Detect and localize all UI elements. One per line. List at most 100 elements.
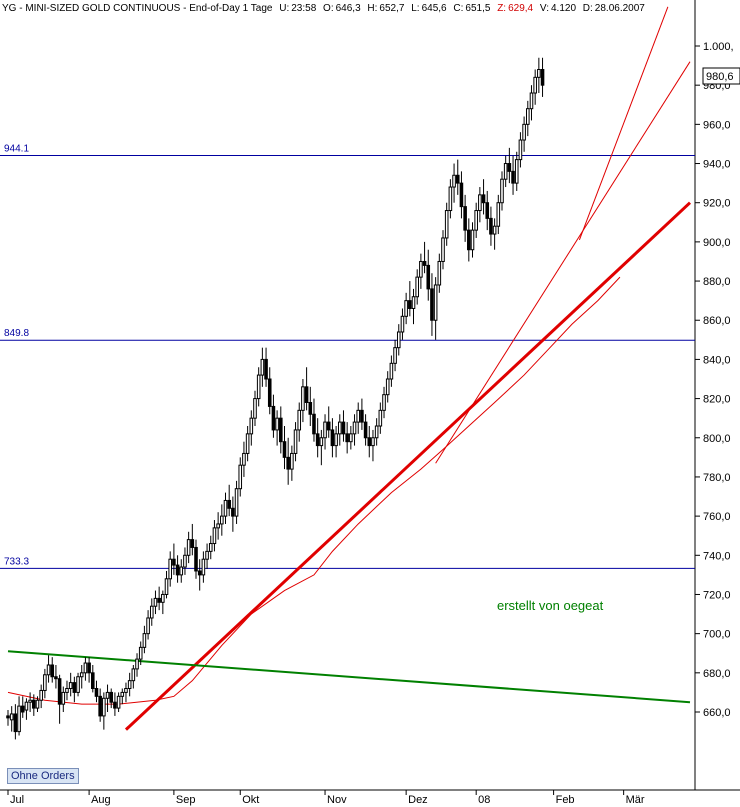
x-tick-label: Dez <box>408 794 428 806</box>
candle-body <box>249 417 254 435</box>
candle-body <box>253 398 257 419</box>
y-tick-label: 1.000, <box>703 41 734 53</box>
candle-body <box>363 421 368 439</box>
candle-body <box>382 394 386 411</box>
candle-body <box>153 597 158 607</box>
candle-body <box>46 664 51 676</box>
y-tick-label: 660,0 <box>703 707 731 719</box>
candle-body <box>65 687 69 693</box>
candle-body <box>393 347 397 364</box>
header-info: YG - MINI-SIZED GOLD CONTINUOUS - End-of… <box>2 3 645 14</box>
header-field-d-label: D: <box>583 3 593 14</box>
x-tick-label: Jul <box>10 794 24 806</box>
horizontal-level-label: 733.3 <box>4 556 29 567</box>
candle-body <box>529 92 534 110</box>
chart-header: YG - MINI-SIZED GOLD CONTINUOUS - End-of… <box>0 0 695 15</box>
horizontal-level-label: 944.1 <box>4 143 29 154</box>
candle-body <box>481 194 486 204</box>
candle-body <box>286 456 290 470</box>
candle-body <box>260 358 265 376</box>
candle-body <box>142 633 147 648</box>
x-tick-label: Sep <box>176 794 196 806</box>
candle-body <box>371 437 375 447</box>
candle-body <box>404 300 408 317</box>
y-tick-label: 700,0 <box>703 629 731 641</box>
ohne-orders-button[interactable]: Ohne Orders <box>7 768 79 784</box>
current-price-label: 980,6 <box>706 71 734 83</box>
candle-body <box>98 695 102 717</box>
candle-body <box>149 605 154 619</box>
y-tick-label: 900,0 <box>703 237 731 249</box>
y-tick-label: 920,0 <box>703 198 731 210</box>
candle-body <box>183 554 187 568</box>
candle-body <box>61 691 66 705</box>
candle-body <box>13 713 18 733</box>
candle-body <box>124 687 128 693</box>
current-price-marker: 980,6 <box>702 67 740 85</box>
candle-body <box>492 225 497 235</box>
candlesticks <box>6 57 545 740</box>
trendline-thin-red-1 <box>435 61 691 464</box>
x-tick-label: Aug <box>91 794 111 806</box>
candle-body <box>216 523 220 529</box>
candle-body <box>175 564 180 576</box>
candle-body <box>419 260 423 278</box>
header-field-u-value: 23:58 <box>291 3 316 14</box>
candle-body <box>345 433 349 443</box>
annotation-text: erstellt von oegeat <box>497 598 604 613</box>
candle-body <box>533 76 537 94</box>
candle-body <box>478 194 482 212</box>
candle-body <box>168 558 172 580</box>
candle-body <box>400 315 405 333</box>
candle-body <box>9 713 14 721</box>
header-field-u-label: U: <box>279 3 289 14</box>
candle-body <box>326 421 331 431</box>
horizontal-level-label: 849.8 <box>4 328 29 339</box>
candle-body <box>408 300 412 309</box>
candle-body <box>208 543 213 552</box>
candle-body <box>489 217 493 235</box>
candle-body <box>172 558 176 566</box>
trendline-green-resistance <box>7 650 691 704</box>
candle-body <box>467 229 471 251</box>
candle-body <box>105 691 110 699</box>
candle-body <box>337 421 342 435</box>
header-name: MINI-SIZED GOLD CONTINUOUS <box>25 3 180 14</box>
candle-body <box>511 170 515 184</box>
x-tick-label: 08 <box>478 794 490 806</box>
candle-body <box>396 331 401 349</box>
header-field-h-label: H: <box>367 3 377 14</box>
candle-body <box>120 691 125 697</box>
candle-body <box>109 691 114 703</box>
candle-body <box>433 284 438 321</box>
candle-body <box>367 437 372 447</box>
candle-body <box>352 421 357 435</box>
header-field-l-label: L: <box>411 3 419 14</box>
header-field-v-label: V: <box>540 3 549 14</box>
header-field-c-value: 651,5 <box>465 3 490 14</box>
candle-body <box>437 260 442 286</box>
candle-body <box>164 578 169 595</box>
candle-body <box>485 202 490 219</box>
moving-average <box>7 276 621 705</box>
header-period: End-of-Day 1 Tage <box>189 3 273 14</box>
candle-body <box>264 358 268 380</box>
candle-body <box>68 682 73 689</box>
candle-body <box>54 676 58 680</box>
candle-body <box>415 276 419 298</box>
candle-body <box>374 425 379 439</box>
header-field-h-value: 652,7 <box>379 3 404 14</box>
candle-body <box>57 678 62 705</box>
candle-body <box>28 699 32 703</box>
y-tick-label: 780,0 <box>703 472 731 484</box>
candle-body <box>271 405 276 431</box>
candle-body <box>360 409 364 423</box>
candle-body <box>349 433 353 443</box>
candle-body <box>24 701 29 711</box>
candle-body <box>297 409 302 431</box>
candle-body <box>161 593 165 603</box>
candle-body <box>426 264 431 290</box>
candle-body <box>275 417 279 431</box>
y-tick-label: 880,0 <box>703 276 731 288</box>
